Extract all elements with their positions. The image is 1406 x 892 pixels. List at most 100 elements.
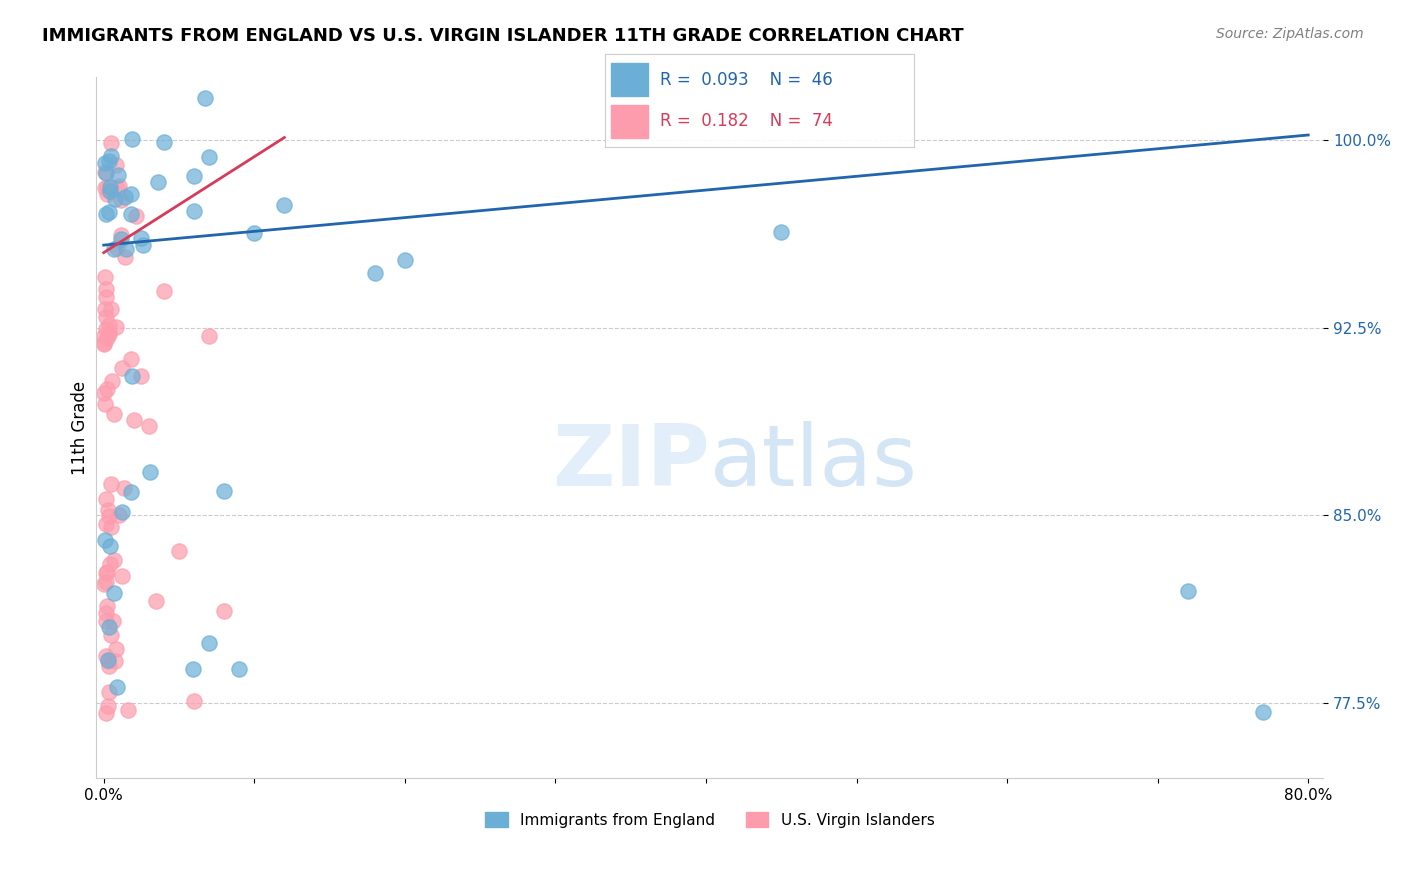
Point	[97, 503, 120, 517]
Point	[1251, 705, 1274, 719]
Point	[96, 614, 118, 628]
Point	[101, 375, 124, 389]
Point	[131, 369, 153, 384]
Point	[112, 481, 135, 495]
Point	[120, 351, 142, 366]
Point	[96, 606, 118, 620]
Text: R =  0.182    N =  74: R = 0.182 N = 74	[661, 112, 834, 130]
Point	[273, 198, 295, 212]
Point	[103, 408, 125, 422]
Point	[93, 397, 115, 411]
Point	[103, 586, 125, 600]
Point	[98, 557, 121, 571]
Point	[103, 552, 125, 566]
Point	[94, 533, 117, 547]
Point	[145, 594, 167, 608]
Point	[146, 175, 169, 189]
Point	[94, 156, 117, 170]
Point	[94, 566, 117, 581]
Point	[100, 136, 122, 151]
Point	[100, 477, 122, 491]
Point	[105, 158, 128, 172]
Point	[107, 179, 129, 194]
Point	[770, 226, 793, 240]
Point	[93, 337, 115, 351]
Point	[98, 325, 121, 339]
Point	[98, 184, 121, 198]
Point	[129, 230, 152, 244]
Point	[94, 575, 117, 590]
Point	[103, 242, 125, 256]
Point	[100, 520, 122, 534]
Text: ZIP: ZIP	[553, 421, 710, 504]
Point	[94, 492, 117, 507]
Point	[110, 193, 132, 207]
Point	[114, 250, 136, 264]
Point	[96, 382, 118, 396]
Point	[183, 169, 205, 183]
Point	[111, 505, 134, 519]
Point	[97, 698, 120, 713]
Point	[110, 232, 132, 246]
Point	[139, 466, 162, 480]
Point	[121, 369, 143, 384]
Point	[183, 694, 205, 708]
Point	[97, 326, 120, 341]
Point	[94, 302, 117, 317]
Point	[198, 636, 221, 650]
Point	[111, 569, 134, 583]
Text: Source: ZipAtlas.com: Source: ZipAtlas.com	[1216, 27, 1364, 41]
Point	[194, 91, 217, 105]
Point	[97, 654, 120, 668]
Point	[93, 329, 115, 343]
Point	[96, 186, 118, 201]
Text: R =  0.093    N =  46: R = 0.093 N = 46	[661, 70, 832, 88]
Point	[97, 653, 120, 667]
Point	[198, 329, 221, 343]
Legend: Immigrants from England, U.S. Virgin Islanders: Immigrants from England, U.S. Virgin Isl…	[479, 805, 941, 834]
Point	[1177, 584, 1199, 599]
Point	[120, 207, 142, 221]
Point	[94, 322, 117, 336]
Point	[94, 310, 117, 325]
Point	[104, 192, 127, 206]
Point	[97, 154, 120, 169]
Point	[153, 284, 176, 298]
Point	[105, 181, 128, 195]
Point	[110, 227, 132, 242]
Point	[122, 413, 145, 427]
Point	[93, 385, 115, 400]
Y-axis label: 11th Grade: 11th Grade	[72, 381, 89, 475]
Point	[97, 205, 120, 219]
Point	[98, 620, 121, 634]
Point	[98, 659, 121, 673]
Point	[364, 266, 387, 280]
Point	[120, 485, 142, 500]
Point	[243, 226, 266, 240]
Point	[101, 614, 124, 628]
Point	[167, 543, 190, 558]
Point	[93, 181, 115, 195]
Point	[212, 605, 235, 619]
Point	[96, 706, 118, 720]
Point	[96, 565, 118, 579]
Point	[98, 684, 121, 698]
Point	[94, 166, 117, 180]
Point	[98, 180, 121, 194]
Point	[98, 184, 121, 198]
Point	[98, 509, 121, 524]
Point	[153, 135, 176, 149]
Point	[96, 599, 118, 613]
Point	[181, 662, 204, 676]
Point	[94, 648, 117, 663]
Point	[100, 628, 122, 642]
Point	[104, 641, 127, 656]
Point	[107, 681, 129, 695]
Point	[97, 318, 120, 333]
Point	[105, 241, 128, 255]
Point	[94, 207, 117, 221]
Point	[100, 539, 122, 553]
Point	[120, 186, 142, 201]
Point	[94, 282, 117, 296]
Text: IMMIGRANTS FROM ENGLAND VS U.S. VIRGIN ISLANDER 11TH GRADE CORRELATION CHART: IMMIGRANTS FROM ENGLAND VS U.S. VIRGIN I…	[42, 27, 963, 45]
